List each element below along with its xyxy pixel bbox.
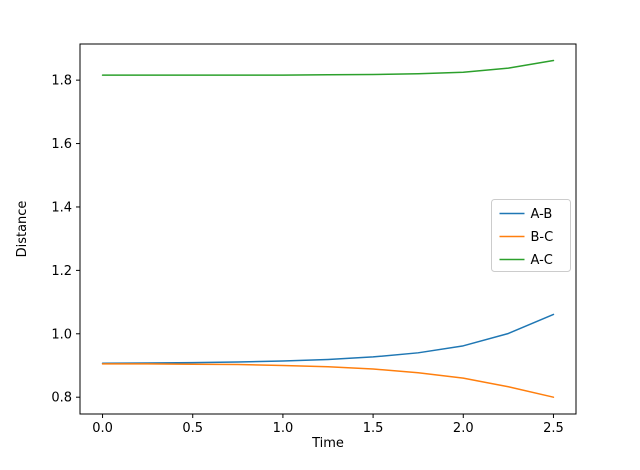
series-line-a-b [101,313,555,365]
series-line-b-c [101,363,555,398]
legend-label: B-C [531,230,554,245]
x-axis-label: Time [311,436,344,451]
x-tick-label: 0.0 [92,421,113,436]
legend-label: A-C [531,253,553,268]
y-axis-label: Distance [15,201,30,258]
x-tick-label: 2.5 [543,421,564,436]
x-tick-label: 2.0 [453,421,474,436]
legend-label: A-B [531,207,553,222]
plot-area: 0.0 0.5 1.0 1.5 2.0 2.5 0.8 1.0 1.2 1.4 1.6 1.8 A-B B… [51,43,577,436]
legend-box [491,199,571,272]
x-tick-label: 0.5 [182,421,203,436]
y-tick-label: 1.0 [51,327,72,342]
y-tick-label: 1.6 [51,137,72,152]
y-tick-label: 1.8 [51,74,72,89]
y-tick-label: 1.4 [51,200,72,215]
x-tick-label: 1.5 [363,421,384,436]
y-tick-label: 0.8 [51,391,72,406]
series-line-a-c [101,59,555,76]
legend: A-B B-C A-C [491,199,571,272]
x-tick-label: 1.0 [273,421,294,436]
y-tick-label: 1.2 [51,264,72,279]
